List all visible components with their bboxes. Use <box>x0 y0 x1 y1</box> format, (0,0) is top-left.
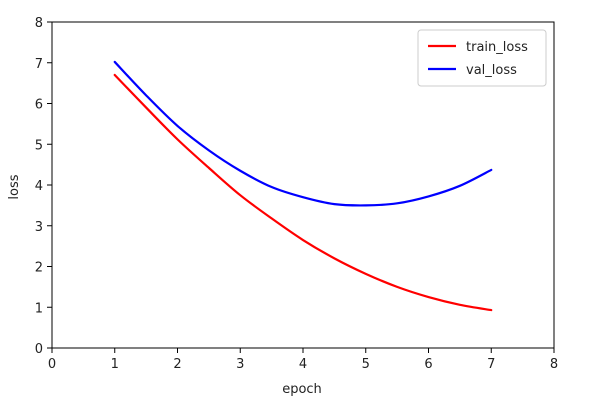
legend-box <box>417 29 547 87</box>
x-tick-label-5: 5 <box>362 357 370 372</box>
legend-label-train-loss: train_loss <box>466 40 528 55</box>
y-axis-label: loss <box>7 174 22 199</box>
y-tick-label-1: 1 <box>35 301 43 316</box>
x-axis-label: epoch <box>282 382 322 397</box>
x-tick-label-0: 0 <box>48 357 56 372</box>
axes-layer: 0 1 2 3 4 5 6 7 8 0 1 2 3 4 5 6 7 8 <box>35 16 558 372</box>
y-tick-label-4: 4 <box>35 179 43 194</box>
series-line-val-loss <box>113 60 493 207</box>
y-tick-label-5: 5 <box>35 138 43 153</box>
y-tick-label-0: 0 <box>35 342 43 357</box>
y-tick-label-7: 7 <box>35 57 43 72</box>
x-tick-label-3: 3 <box>236 357 244 372</box>
x-tick-label-8: 8 <box>550 357 558 372</box>
x-tick-label-2: 2 <box>173 357 181 372</box>
x-tick-label-1: 1 <box>111 357 119 372</box>
legend-label-val-loss: val_loss <box>466 63 517 78</box>
series-layer <box>113 60 493 312</box>
y-tick-label-3: 3 <box>35 220 43 235</box>
y-tick-label-8: 8 <box>35 16 43 31</box>
x-tick-label-6: 6 <box>424 357 432 372</box>
series-line-train-loss <box>113 73 493 312</box>
y-tick-label-2: 2 <box>35 261 43 276</box>
y-tick-label-6: 6 <box>35 98 43 113</box>
legend: train_loss val_loss <box>417 29 547 87</box>
x-tick-label-7: 7 <box>487 357 495 372</box>
x-tick-label-4: 4 <box>299 357 307 372</box>
